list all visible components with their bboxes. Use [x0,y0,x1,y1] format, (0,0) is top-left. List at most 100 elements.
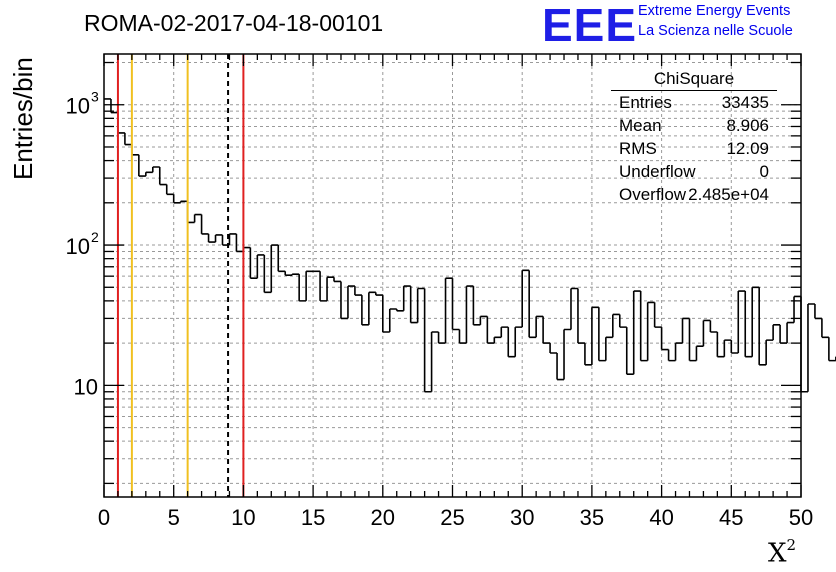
histogram-bin [402,285,411,311]
histogram-bin [514,326,523,357]
histogram-bin [270,244,279,293]
histogram-bin [340,281,348,320]
histogram-bin [437,331,446,344]
stats-label: Overflow [619,185,687,204]
histogram-bin [472,286,481,326]
histogram-bin [828,337,836,362]
x-tick-label: 0 [98,505,110,530]
histogram-bin [723,339,732,357]
histogram-bin [242,246,251,252]
histogram-bin [730,340,739,354]
histogram-bin [145,171,153,177]
histogram-bin [591,306,599,365]
histogram-bin [277,245,286,273]
histogram-bin [549,343,558,354]
histogram-bin [500,326,509,338]
logo-line-2: La Scienza nelle Scuole [638,23,793,39]
histogram-bin [639,291,648,362]
histogram-bin [395,309,404,312]
histogram-bin [688,318,697,362]
histogram-bin [200,214,209,235]
histogram-bin [695,345,704,361]
eee-logo: EEE [542,0,638,51]
histogram-bin [563,328,571,380]
histogram-bin [542,316,551,344]
histogram-bin [409,286,418,324]
y-tick-label: 10 [66,234,90,259]
x-tick-label: 50 [789,505,813,530]
histogram-bin [110,98,118,114]
histogram-bin [528,270,537,339]
histogram-bin [375,292,383,296]
histogram-bin [138,154,146,177]
histogram-bin [716,331,725,358]
histogram-bin [570,287,578,330]
histogram-bin [263,254,272,294]
stats-value: 2.485e+04 [688,185,769,204]
histogram-bin [165,184,174,196]
stats-value: 33435 [721,93,769,112]
stats-title: ChiSquare [653,69,735,88]
stats-label: Mean [619,116,662,135]
histogram-bin [632,290,641,375]
x-tick-label: 40 [649,505,673,530]
histogram-bin [751,286,760,357]
histogram-bin [451,278,460,331]
stats-row-mean: Mean 8.906 [619,116,769,138]
histogram-bin [612,313,620,338]
histogram-bin [709,320,718,333]
histogram-bin [249,247,258,280]
histogram-bin [507,327,516,358]
histogram-bin [618,314,627,328]
histogram-bin [423,288,432,393]
histogram-bin [256,254,265,279]
histogram-bin [186,201,195,224]
histogram-bin [305,270,314,301]
histogram-bin [291,273,300,276]
histogram-bin [646,301,655,361]
histogram-bin [821,318,829,339]
stats-label: Underflow [619,162,696,181]
histogram-bin [333,277,341,283]
histogram-bin [298,274,307,302]
histogram-bin [416,287,425,323]
histogram-bin [124,132,132,146]
histogram-bin [800,296,808,393]
stats-value: 12.09 [726,139,769,158]
axis-ticks [103,54,802,497]
histogram-bin [368,291,376,325]
histogram-bin [605,336,613,361]
histogram-bin [388,308,397,332]
y-tick-label-sup: 2 [91,229,99,245]
histogram-bin [465,285,474,344]
histogram-bin [779,324,788,344]
x-tick-label: 30 [510,505,534,530]
histogram-bin [807,303,815,392]
histogram-bin [814,304,822,320]
x-tick-labels: 0 5 10 15 20 25 30 35 40 45 50 [98,505,813,530]
x-axis-label-base: X [768,538,787,569]
x-tick-label: 15 [301,505,325,530]
histogram-bin [535,315,544,338]
histogram-bin [228,233,237,246]
x-axis-label: X2 [768,536,796,569]
histogram-bin [347,285,355,319]
histogram-bin [430,331,439,392]
histogram-bin [479,315,488,325]
y-axis-label: Entries/bin [8,57,38,180]
histogram-bin [117,112,125,134]
stats-row-overflow: Overflow 2.485e+04 [619,185,769,207]
histogram-bin [584,343,592,366]
y-tick-label: 10 [74,374,98,399]
histogram-bin [667,349,676,362]
x-tick-label: 45 [719,505,743,530]
y-tick-label: 10 [66,94,90,119]
histogram-bin [284,271,293,276]
histogram-bin [598,307,606,362]
histogram-bin [193,213,202,223]
histogram-bin [702,319,711,347]
histogram-bin [214,234,223,243]
stats-divider [611,90,777,91]
histogram-bin [577,288,585,344]
